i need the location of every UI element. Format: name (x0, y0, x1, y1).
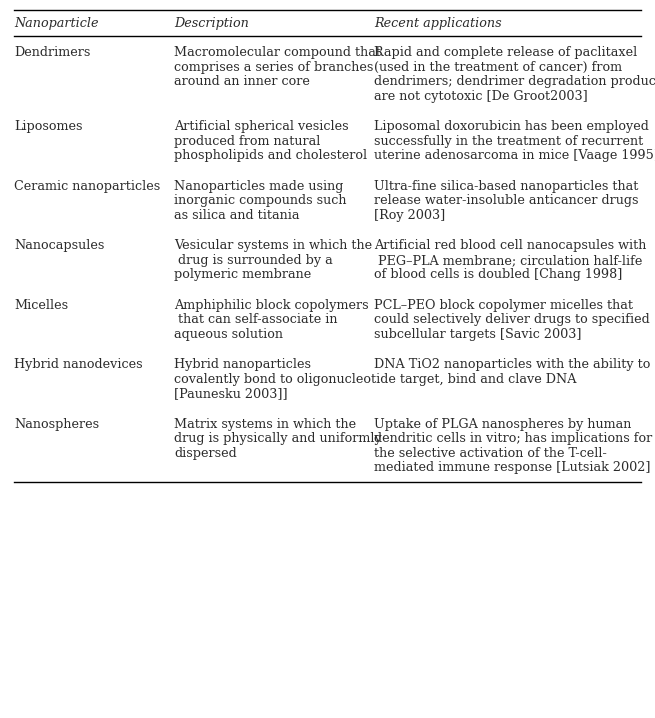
Text: subcellular targets [Savic 2003]: subcellular targets [Savic 2003] (374, 328, 582, 341)
Text: phospholipids and cholesterol: phospholipids and cholesterol (174, 149, 367, 162)
Text: as silica and titania: as silica and titania (174, 209, 299, 222)
Text: Nanoparticles made using: Nanoparticles made using (174, 180, 343, 193)
Text: DNA TiO2 nanoparticles with the ability to: DNA TiO2 nanoparticles with the ability … (374, 358, 650, 371)
Text: of blood cells is doubled [Chang 1998]: of blood cells is doubled [Chang 1998] (374, 269, 622, 281)
Text: Nanospheres: Nanospheres (14, 418, 99, 431)
Text: PCL–PEO block copolymer micelles that: PCL–PEO block copolymer micelles that (374, 299, 633, 312)
Text: Nanoparticle: Nanoparticle (14, 17, 98, 29)
Text: covalently bond to oligonucleotide target, bind and clave DNA: covalently bond to oligonucleotide targe… (174, 373, 576, 386)
Text: release water-insoluble anticancer drugs: release water-insoluble anticancer drugs (374, 195, 639, 208)
Text: polymeric membrane: polymeric membrane (174, 269, 311, 281)
Text: dendritic cells in vitro; has implications for: dendritic cells in vitro; has implicatio… (374, 432, 652, 445)
Text: Macromolecular compound that: Macromolecular compound that (174, 47, 381, 60)
Text: Ultra-fine silica-based nanoparticles that: Ultra-fine silica-based nanoparticles th… (374, 180, 639, 193)
Text: drug is surrounded by a: drug is surrounded by a (174, 254, 333, 267)
Text: (used in the treatment of cancer) from: (used in the treatment of cancer) from (374, 61, 622, 74)
Text: that can self-associate in: that can self-associate in (174, 313, 337, 326)
Text: Amphiphilic block copolymers: Amphiphilic block copolymers (174, 299, 369, 312)
Text: Recent applications: Recent applications (374, 17, 502, 29)
Text: Matrix systems in which the: Matrix systems in which the (174, 418, 356, 431)
Text: [Paunesku 2003]]: [Paunesku 2003]] (174, 387, 288, 401)
Text: Uptake of PLGA nanospheres by human: Uptake of PLGA nanospheres by human (374, 418, 631, 431)
Text: Artificial spherical vesicles: Artificial spherical vesicles (174, 121, 348, 134)
Text: uterine adenosarcoma in mice [Vaage 1995]: uterine adenosarcoma in mice [Vaage 1995… (374, 149, 655, 162)
Text: Rapid and complete release of paclitaxel: Rapid and complete release of paclitaxel (374, 47, 637, 60)
Text: Micelles: Micelles (14, 299, 68, 312)
Text: [Roy 2003]: [Roy 2003] (374, 209, 445, 222)
Text: Vesicular systems in which the: Vesicular systems in which the (174, 239, 372, 252)
Text: produced from natural: produced from natural (174, 135, 320, 148)
Text: Liposomal doxorubicin has been employed: Liposomal doxorubicin has been employed (374, 121, 649, 134)
Text: Description: Description (174, 17, 249, 29)
Text: Ceramic nanoparticles: Ceramic nanoparticles (14, 180, 160, 193)
Text: could selectively deliver drugs to specified: could selectively deliver drugs to speci… (374, 313, 650, 326)
Text: Dendrimers: Dendrimers (14, 47, 90, 60)
Text: around an inner core: around an inner core (174, 75, 310, 88)
Text: the selective activation of the T-cell-: the selective activation of the T-cell- (374, 447, 607, 460)
Text: Liposomes: Liposomes (14, 121, 83, 134)
Text: Hybrid nanoparticles: Hybrid nanoparticles (174, 358, 311, 371)
Text: are not cytotoxic [De Groot2003]: are not cytotoxic [De Groot2003] (374, 90, 588, 103)
Text: successfully in the treatment of recurrent: successfully in the treatment of recurre… (374, 135, 643, 148)
Text: Nanocapsules: Nanocapsules (14, 239, 104, 252)
Text: Artificial red blood cell nanocapsules with: Artificial red blood cell nanocapsules w… (374, 239, 646, 252)
Text: aqueous solution: aqueous solution (174, 328, 283, 341)
Text: dendrimers; dendrimer degradation products: dendrimers; dendrimer degradation produc… (374, 75, 655, 88)
Text: drug is physically and uniformly: drug is physically and uniformly (174, 432, 382, 445)
Text: Hybrid nanodevices: Hybrid nanodevices (14, 358, 143, 371)
Text: inorganic compounds such: inorganic compounds such (174, 195, 346, 208)
Text: dispersed: dispersed (174, 447, 236, 460)
Text: mediated immune response [Lutsiak 2002]: mediated immune response [Lutsiak 2002] (374, 462, 650, 475)
Text: comprises a series of branches: comprises a series of branches (174, 61, 373, 74)
Text: PEG–PLA membrane; circulation half-life: PEG–PLA membrane; circulation half-life (374, 254, 643, 267)
